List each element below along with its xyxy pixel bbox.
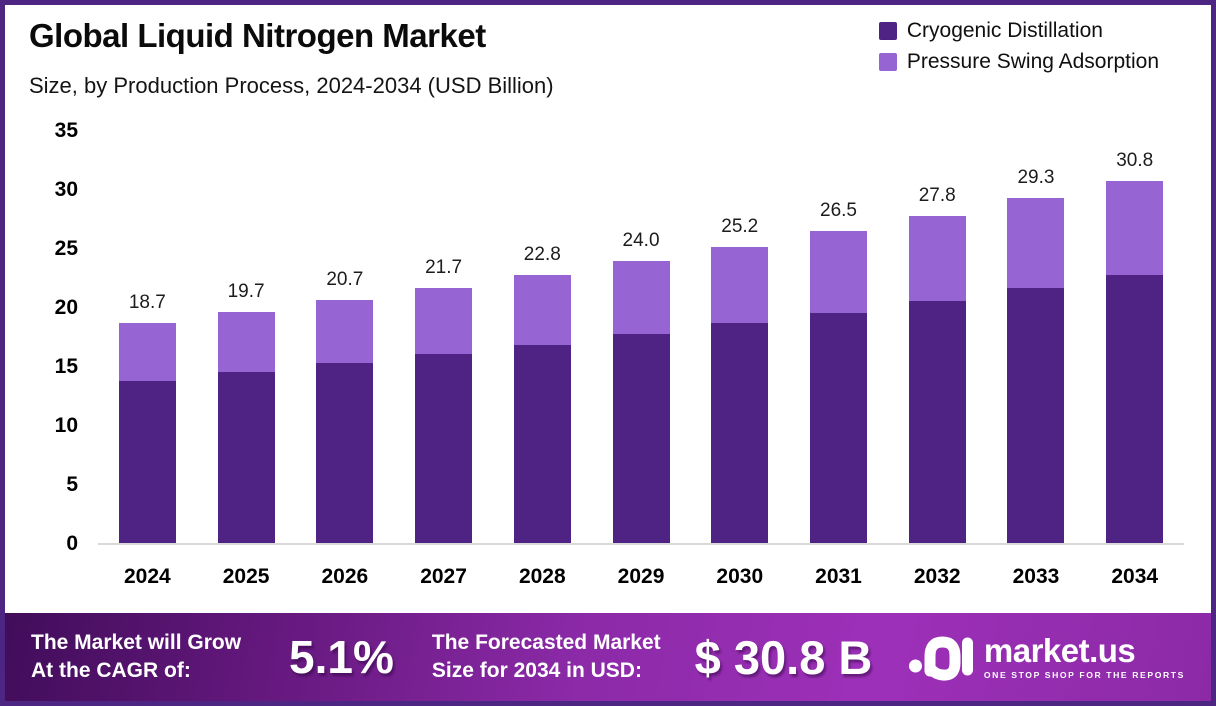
- bar-group-2030: 25.2 2030: [690, 131, 789, 588]
- bar-value-label-2026: 20.7: [326, 268, 364, 290]
- marketus-logo: market.us ONE STOP SHOP FOR THE REPORTS: [908, 630, 1185, 684]
- bar-segment-cryogenic-distillation-2024: [118, 381, 176, 544]
- bar-value-label-2032: 27.8: [918, 184, 956, 206]
- bar-value-label-2024: 18.7: [128, 292, 166, 314]
- bar-segment-cryogenic-distillation-2033: [1007, 287, 1065, 544]
- bar-group-2034: 30.8 2034: [1085, 131, 1184, 588]
- y-tick-label-15: 15: [54, 355, 78, 378]
- plot-area: 0 5 10 15 20 25 30 35 18.7 2024 19.7 2025 20.7 2026 2…: [55, 119, 1184, 588]
- x-tick-label-2024: 2024: [124, 565, 171, 588]
- bar-stack-2028: [513, 274, 571, 544]
- bar-group-2025: 19.7 2025: [197, 131, 296, 588]
- bar-segment-cryogenic-distillation-2032: [908, 300, 966, 544]
- x-tick-label-2026: 2026: [321, 565, 369, 588]
- legend-swatch-pressure-swing-icon: [878, 53, 897, 71]
- page-subtitle: Size, by Production Process, 2024-2034 (…: [29, 73, 554, 98]
- bar-group-2026: 20.7 2026: [295, 131, 394, 588]
- logo-text: market.us ONE STOP SHOP FOR THE REPORTS: [984, 634, 1185, 680]
- x-tick-label-2027: 2027: [420, 565, 467, 588]
- bar-segment-pressure-swing-adsorption-2034: [1106, 180, 1164, 275]
- logo-tagline: ONE STOP SHOP FOR THE REPORTS: [983, 670, 1185, 680]
- legend-item-pressure-swing-adsorption: Pressure Swing Adsorption: [878, 50, 1159, 74]
- bar-segment-cryogenic-distillation-2027: [415, 354, 473, 544]
- legend-item-cryogenic-distillation: Cryogenic Distillation: [878, 19, 1159, 43]
- bar-stack-2027: [415, 287, 473, 544]
- bar-value-label-2034: 30.8: [1116, 149, 1154, 171]
- x-axis-line: [98, 543, 1184, 545]
- bar-segment-cryogenic-distillation-2030: [711, 323, 769, 544]
- cagr-caption: The Market will Grow At the CAGR of:: [31, 631, 242, 682]
- y-tick-label-0: 0: [66, 532, 78, 555]
- bar-value-label-2028: 22.8: [523, 243, 561, 265]
- y-tick-label-10: 10: [54, 414, 78, 437]
- bar-segment-cryogenic-distillation-2026: [316, 363, 374, 544]
- bar-segment-cryogenic-distillation-2034: [1106, 274, 1164, 544]
- legend-label: Cryogenic Distillation: [906, 19, 1103, 42]
- bar-segment-pressure-swing-adsorption-2026: [316, 299, 374, 364]
- bar-stack-2034: [1106, 180, 1164, 544]
- x-tick-label-2025: 2025: [222, 565, 270, 588]
- legend-swatch-cryogenic-icon: [878, 22, 897, 40]
- y-tick-label-5: 5: [66, 473, 78, 496]
- bar-value-label-2025: 19.7: [227, 280, 265, 302]
- bar-group-2031: 26.5 2031: [789, 131, 888, 588]
- bar-segment-pressure-swing-adsorption-2029: [612, 260, 670, 334]
- x-tick-label-2034: 2034: [1111, 565, 1159, 588]
- bar-stack-2031: [810, 231, 867, 544]
- forecast-caption: The Forecasted Market Size for 2034 in U…: [431, 631, 661, 682]
- legend-label: Pressure Swing Adsorption: [906, 50, 1159, 73]
- bar-value-label-2030: 25.2: [721, 215, 759, 237]
- bar-segment-pressure-swing-adsorption-2028: [513, 274, 571, 345]
- y-tick-label-25: 25: [54, 237, 78, 260]
- bar-group-2028: 22.8 2028: [493, 131, 592, 588]
- bar-segment-cryogenic-distillation-2031: [810, 312, 867, 544]
- x-tick-label-2028: 2028: [518, 565, 566, 588]
- marketus-logo-icon: [908, 636, 973, 681]
- bar-series: 18.7 2024 19.7 2025 20.7 2026 21.7 2027 22.8 2028…: [98, 131, 1184, 588]
- legend: Cryogenic Distillation Pressure Swing Ad…: [878, 19, 1159, 74]
- bar-segment-pressure-swing-adsorption-2027: [415, 287, 473, 355]
- x-tick-label-2033: 2033: [1012, 565, 1060, 588]
- y-tick-label-30: 30: [54, 178, 78, 201]
- bar-stack-2030: [711, 246, 769, 544]
- bar-stack-2029: [612, 260, 670, 544]
- x-tick-label-2032: 2032: [913, 565, 961, 588]
- forecast-value: $ 30.8 B: [694, 630, 873, 684]
- bar-segment-cryogenic-distillation-2025: [217, 371, 275, 544]
- footer-banner: The Market will Grow At the CAGR of: 5.1…: [5, 613, 1211, 701]
- bar-segment-pressure-swing-adsorption-2033: [1007, 198, 1065, 288]
- bar-value-label-2027: 21.7: [425, 256, 463, 278]
- bar-group-2029: 24.0 2029: [592, 131, 691, 588]
- bar-stack-2032: [908, 215, 966, 544]
- bar-stack-2026: [316, 299, 374, 544]
- y-tick-label-20: 20: [54, 296, 78, 319]
- bar-group-2027: 21.7 2027: [394, 131, 493, 588]
- logo-name: market.us: [983, 632, 1136, 669]
- bar-segment-pressure-swing-adsorption-2032: [908, 215, 966, 301]
- bar-stack-2024: [118, 323, 176, 544]
- y-tick-label-35: 35: [54, 119, 78, 142]
- bar-group-2032: 27.8 2032: [888, 131, 987, 588]
- bar-segment-pressure-swing-adsorption-2030: [711, 246, 769, 324]
- bar-value-label-2029: 24.0: [622, 229, 660, 251]
- bar-group-2024: 18.7 2024: [98, 131, 197, 588]
- bar-stack-2033: [1007, 198, 1065, 544]
- bar-value-label-2033: 29.3: [1017, 167, 1055, 189]
- x-tick-label-2029: 2029: [617, 565, 665, 588]
- x-tick-label-2031: 2031: [815, 565, 862, 588]
- bar-group-2033: 29.3 2033: [987, 131, 1086, 588]
- cagr-value: 5.1%: [289, 631, 394, 683]
- bar-segment-cryogenic-distillation-2028: [513, 344, 571, 544]
- page-title: Global Liquid Nitrogen Market: [29, 17, 486, 54]
- bar-segment-pressure-swing-adsorption-2031: [810, 231, 867, 313]
- bar-stack-2025: [217, 311, 275, 544]
- bar-segment-pressure-swing-adsorption-2024: [118, 323, 176, 382]
- bar-segment-pressure-swing-adsorption-2025: [217, 311, 275, 372]
- bar-segment-cryogenic-distillation-2029: [612, 333, 670, 544]
- x-tick-label-2030: 2030: [716, 565, 764, 588]
- bar-value-label-2031: 26.5: [820, 200, 857, 222]
